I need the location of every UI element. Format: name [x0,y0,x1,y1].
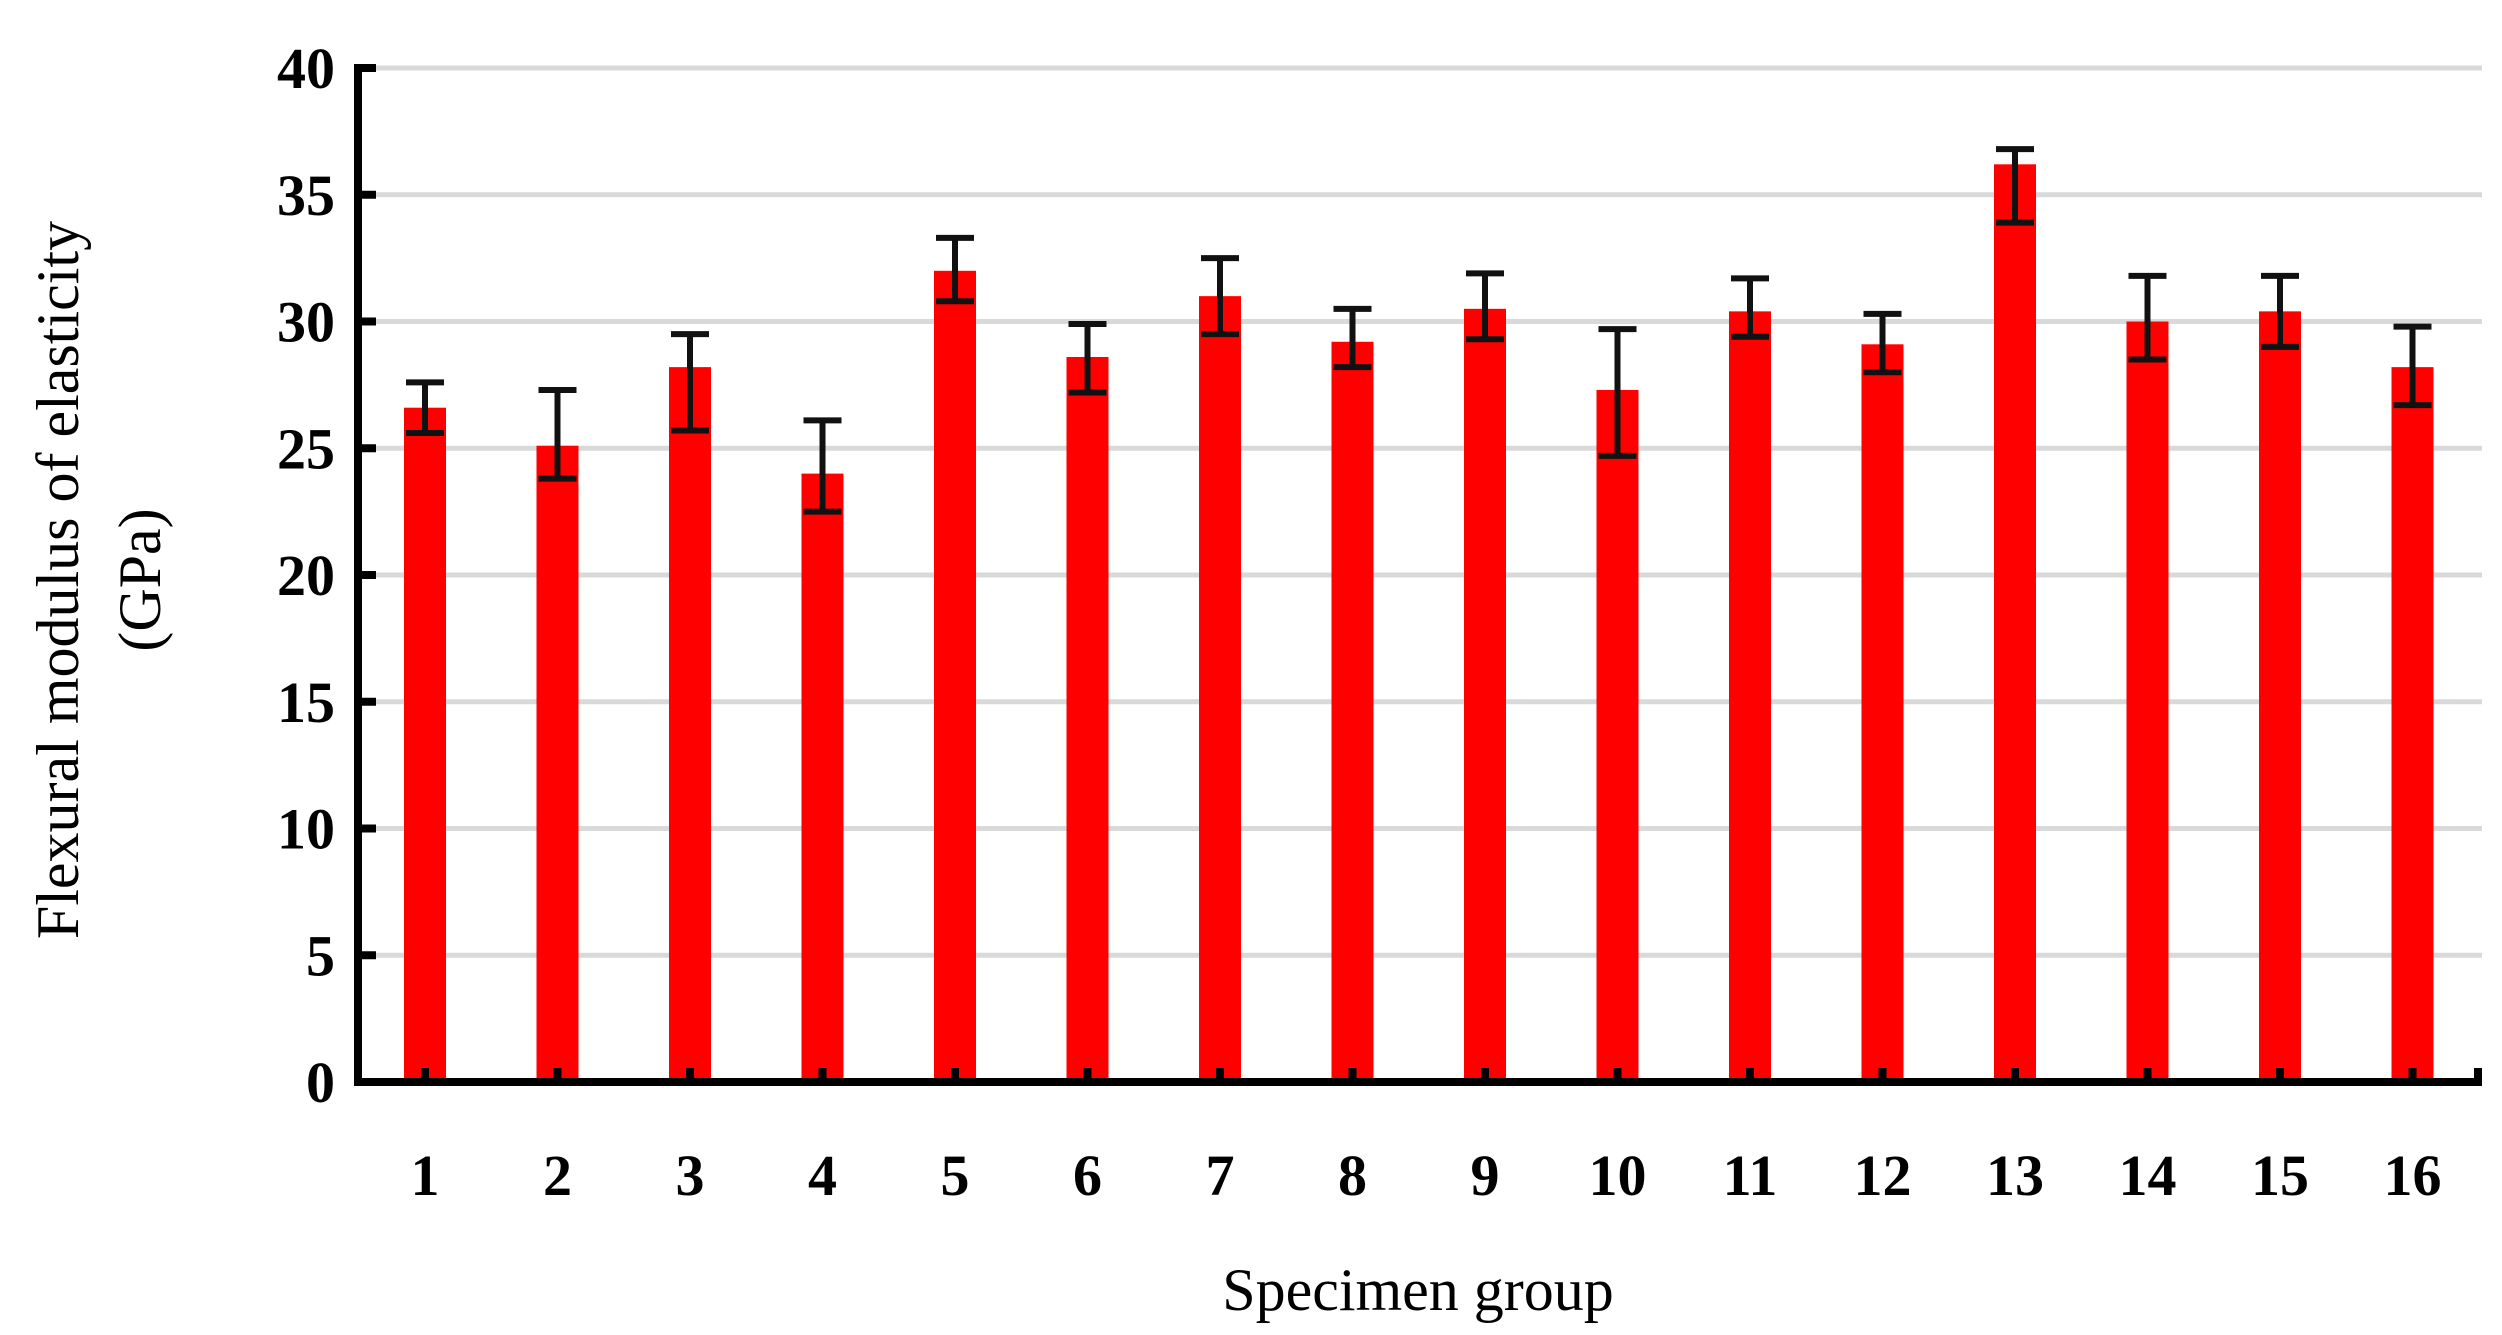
error-bar-13 [1996,146,2034,226]
y-tick-label-5: 5 [306,923,335,988]
bar-12 [1861,344,1904,1082]
error-bar-9 [1466,270,1504,343]
error-bar-2 [538,386,577,482]
bar-13 [1994,164,2036,1082]
x-tick-label-1: 1 [411,1143,440,1208]
bar-15 [2259,311,2301,1082]
x-tick-label-11: 11 [1723,1143,1778,1208]
bar-10 [1596,389,1639,1082]
error-bar-12 [1863,310,1902,376]
error-bar-10 [1598,326,1637,459]
x-tick-label-12: 12 [1854,1143,1912,1208]
x-tick-label-5: 5 [941,1143,970,1208]
error-bar-11 [1731,275,1769,340]
grid-lines [358,65,2482,958]
bar-5 [934,270,976,1082]
bar-14 [2126,321,2169,1082]
error-bar-5 [936,234,974,305]
y-tick-label-20: 20 [277,543,335,608]
error-bars [406,146,2432,515]
y-tick-label-35: 35 [277,163,335,228]
error-bar-3 [671,331,709,434]
y-tick-label-0: 0 [306,1050,335,1115]
axes [354,64,2482,1086]
x-tick-label-6: 6 [1073,1143,1102,1208]
error-bar-8 [1333,305,1372,371]
x-tick-label-8: 8 [1338,1143,1367,1208]
bar-8 [1331,341,1374,1082]
x-tick-label-4: 4 [808,1143,837,1208]
bar-11 [1729,311,1771,1082]
error-bar-16 [2393,323,2432,409]
bars [404,164,2434,1083]
y-axis-title-line1: Flexural modulus of elasticity [25,221,91,939]
x-tick-label-16: 16 [2384,1143,2442,1208]
error-bar-4 [803,417,842,515]
x-tick-label-9: 9 [1471,1143,1500,1208]
y-tick-label-40: 40 [277,36,335,101]
bar-3 [669,367,711,1082]
bar-6 [1066,356,1109,1082]
bar-16 [2391,367,2434,1082]
y-tick-label-15: 15 [277,670,335,735]
y-axis-title-line2: (GPa) [107,508,173,651]
x-tick-label-2: 2 [543,1143,572,1208]
bar-1 [404,407,446,1082]
x-tick-label-7: 7 [1206,1143,1235,1208]
x-tick-label-10: 10 [1589,1143,1647,1208]
x-axis-title: Specimen group [1222,1257,1614,1323]
bar-7 [1199,296,1241,1082]
x-tick-label-3: 3 [676,1143,705,1208]
y-tick-label-10: 10 [277,797,335,862]
bar-2 [536,445,579,1083]
x-tick-label-13: 13 [1986,1143,2044,1208]
y-tick-label-25: 25 [277,416,335,481]
error-bar-1 [406,379,444,437]
error-bar-15 [2261,272,2299,350]
bar-9 [1464,308,1506,1082]
bar-4 [801,473,844,1083]
x-tick-label-15: 15 [2251,1143,2309,1208]
error-bar-6 [1068,321,1107,396]
x-tick-label-14: 14 [2119,1143,2177,1208]
error-bar-14 [2128,272,2167,363]
error-bar-7 [1201,255,1239,338]
y-tick-label-30: 30 [277,290,335,355]
